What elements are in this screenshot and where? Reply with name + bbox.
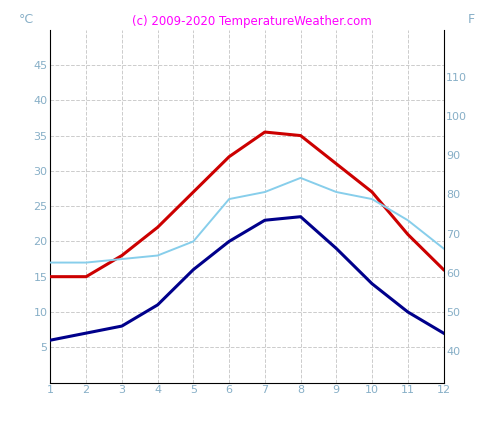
Text: (c) 2009-2020 TemperatureWeather.com: (c) 2009-2020 TemperatureWeather.com — [132, 15, 372, 28]
Text: °C: °C — [19, 13, 34, 26]
Text: F: F — [468, 13, 475, 26]
